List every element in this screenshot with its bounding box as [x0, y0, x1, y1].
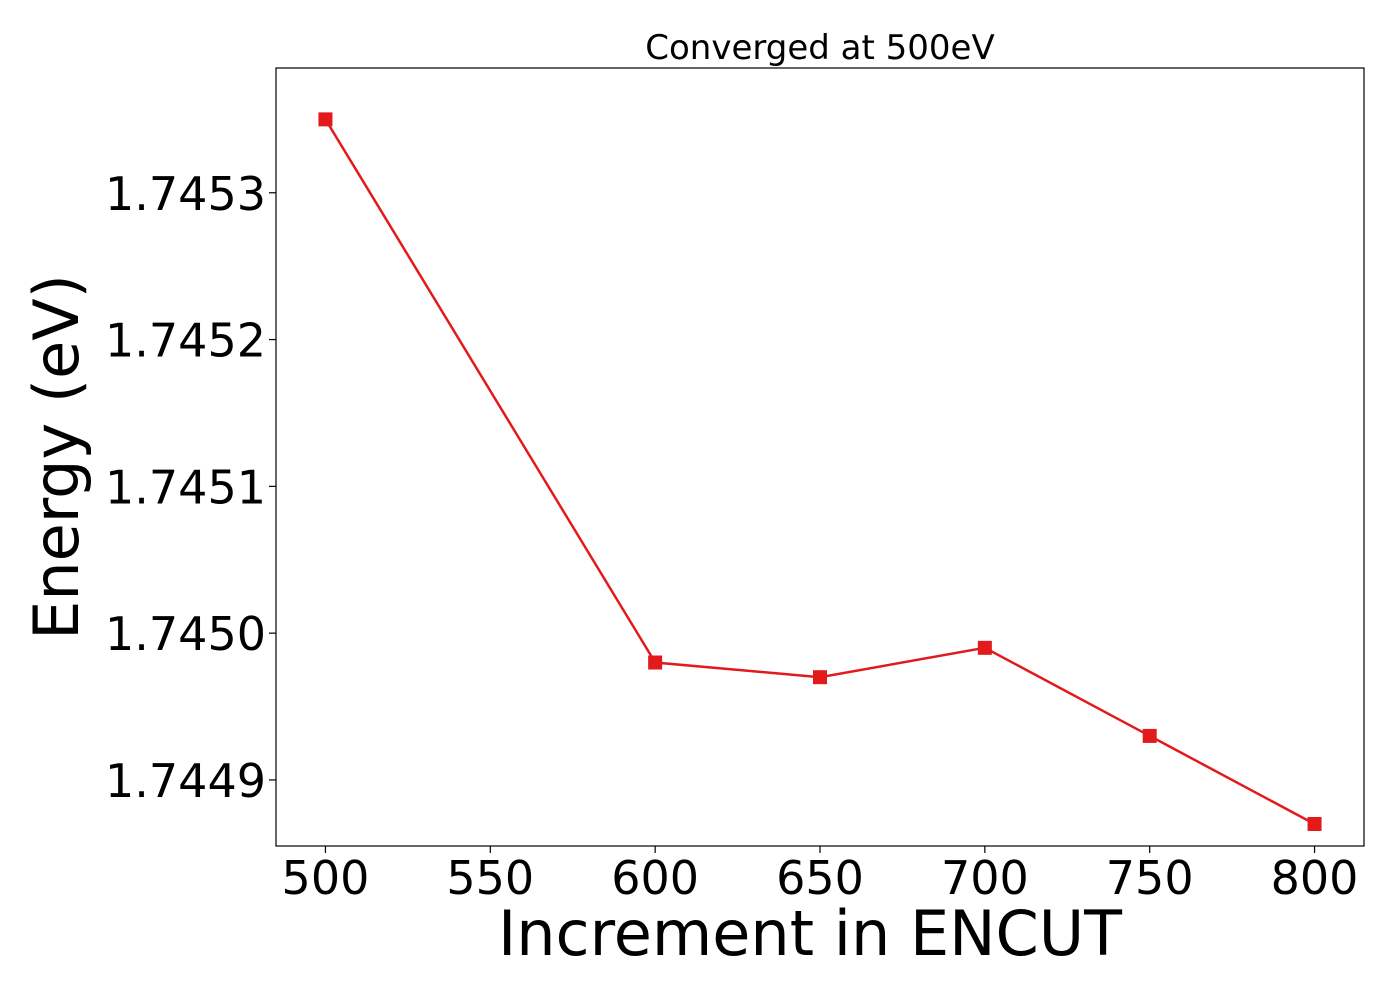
y-axis-label: Energy (eV): [20, 274, 93, 640]
x-axis-label: Increment in ENCUT: [498, 897, 1123, 970]
y-tick-label: 1.7450: [105, 607, 266, 661]
x-tick-label: 500: [282, 851, 370, 905]
data-point-marker: [977, 640, 992, 655]
plot-frame: [275, 67, 1365, 847]
y-tick-label: 1.7453: [105, 167, 266, 221]
data-point-marker: [648, 655, 663, 670]
y-tick-label: 1.7451: [105, 460, 266, 514]
y-axis: 1.7449 1.7450 1.7451 1.7452 1.7453: [105, 167, 276, 808]
series-line: [324, 118, 1316, 826]
chart-title: Converged at 500eV: [645, 28, 994, 68]
y-tick-label: 1.7449: [105, 754, 266, 808]
data-point-marker: [813, 670, 827, 685]
data-point-marker: [318, 112, 333, 127]
data-point-marker: [1307, 816, 1322, 831]
x-tick-label: 750: [1106, 851, 1194, 905]
data-point-marker: [1142, 728, 1157, 743]
x-tick-label: 800: [1271, 851, 1359, 905]
plot-area: [275, 67, 1365, 847]
x-tick-label: 700: [941, 851, 1029, 905]
x-tick-label: 650: [776, 851, 864, 905]
x-tick-label: 600: [611, 851, 699, 905]
x-axis: 500 550 600 650 700 750 800: [282, 846, 1359, 905]
y-tick-label: 1.7452: [105, 314, 266, 368]
x-tick-label: 550: [446, 851, 534, 905]
